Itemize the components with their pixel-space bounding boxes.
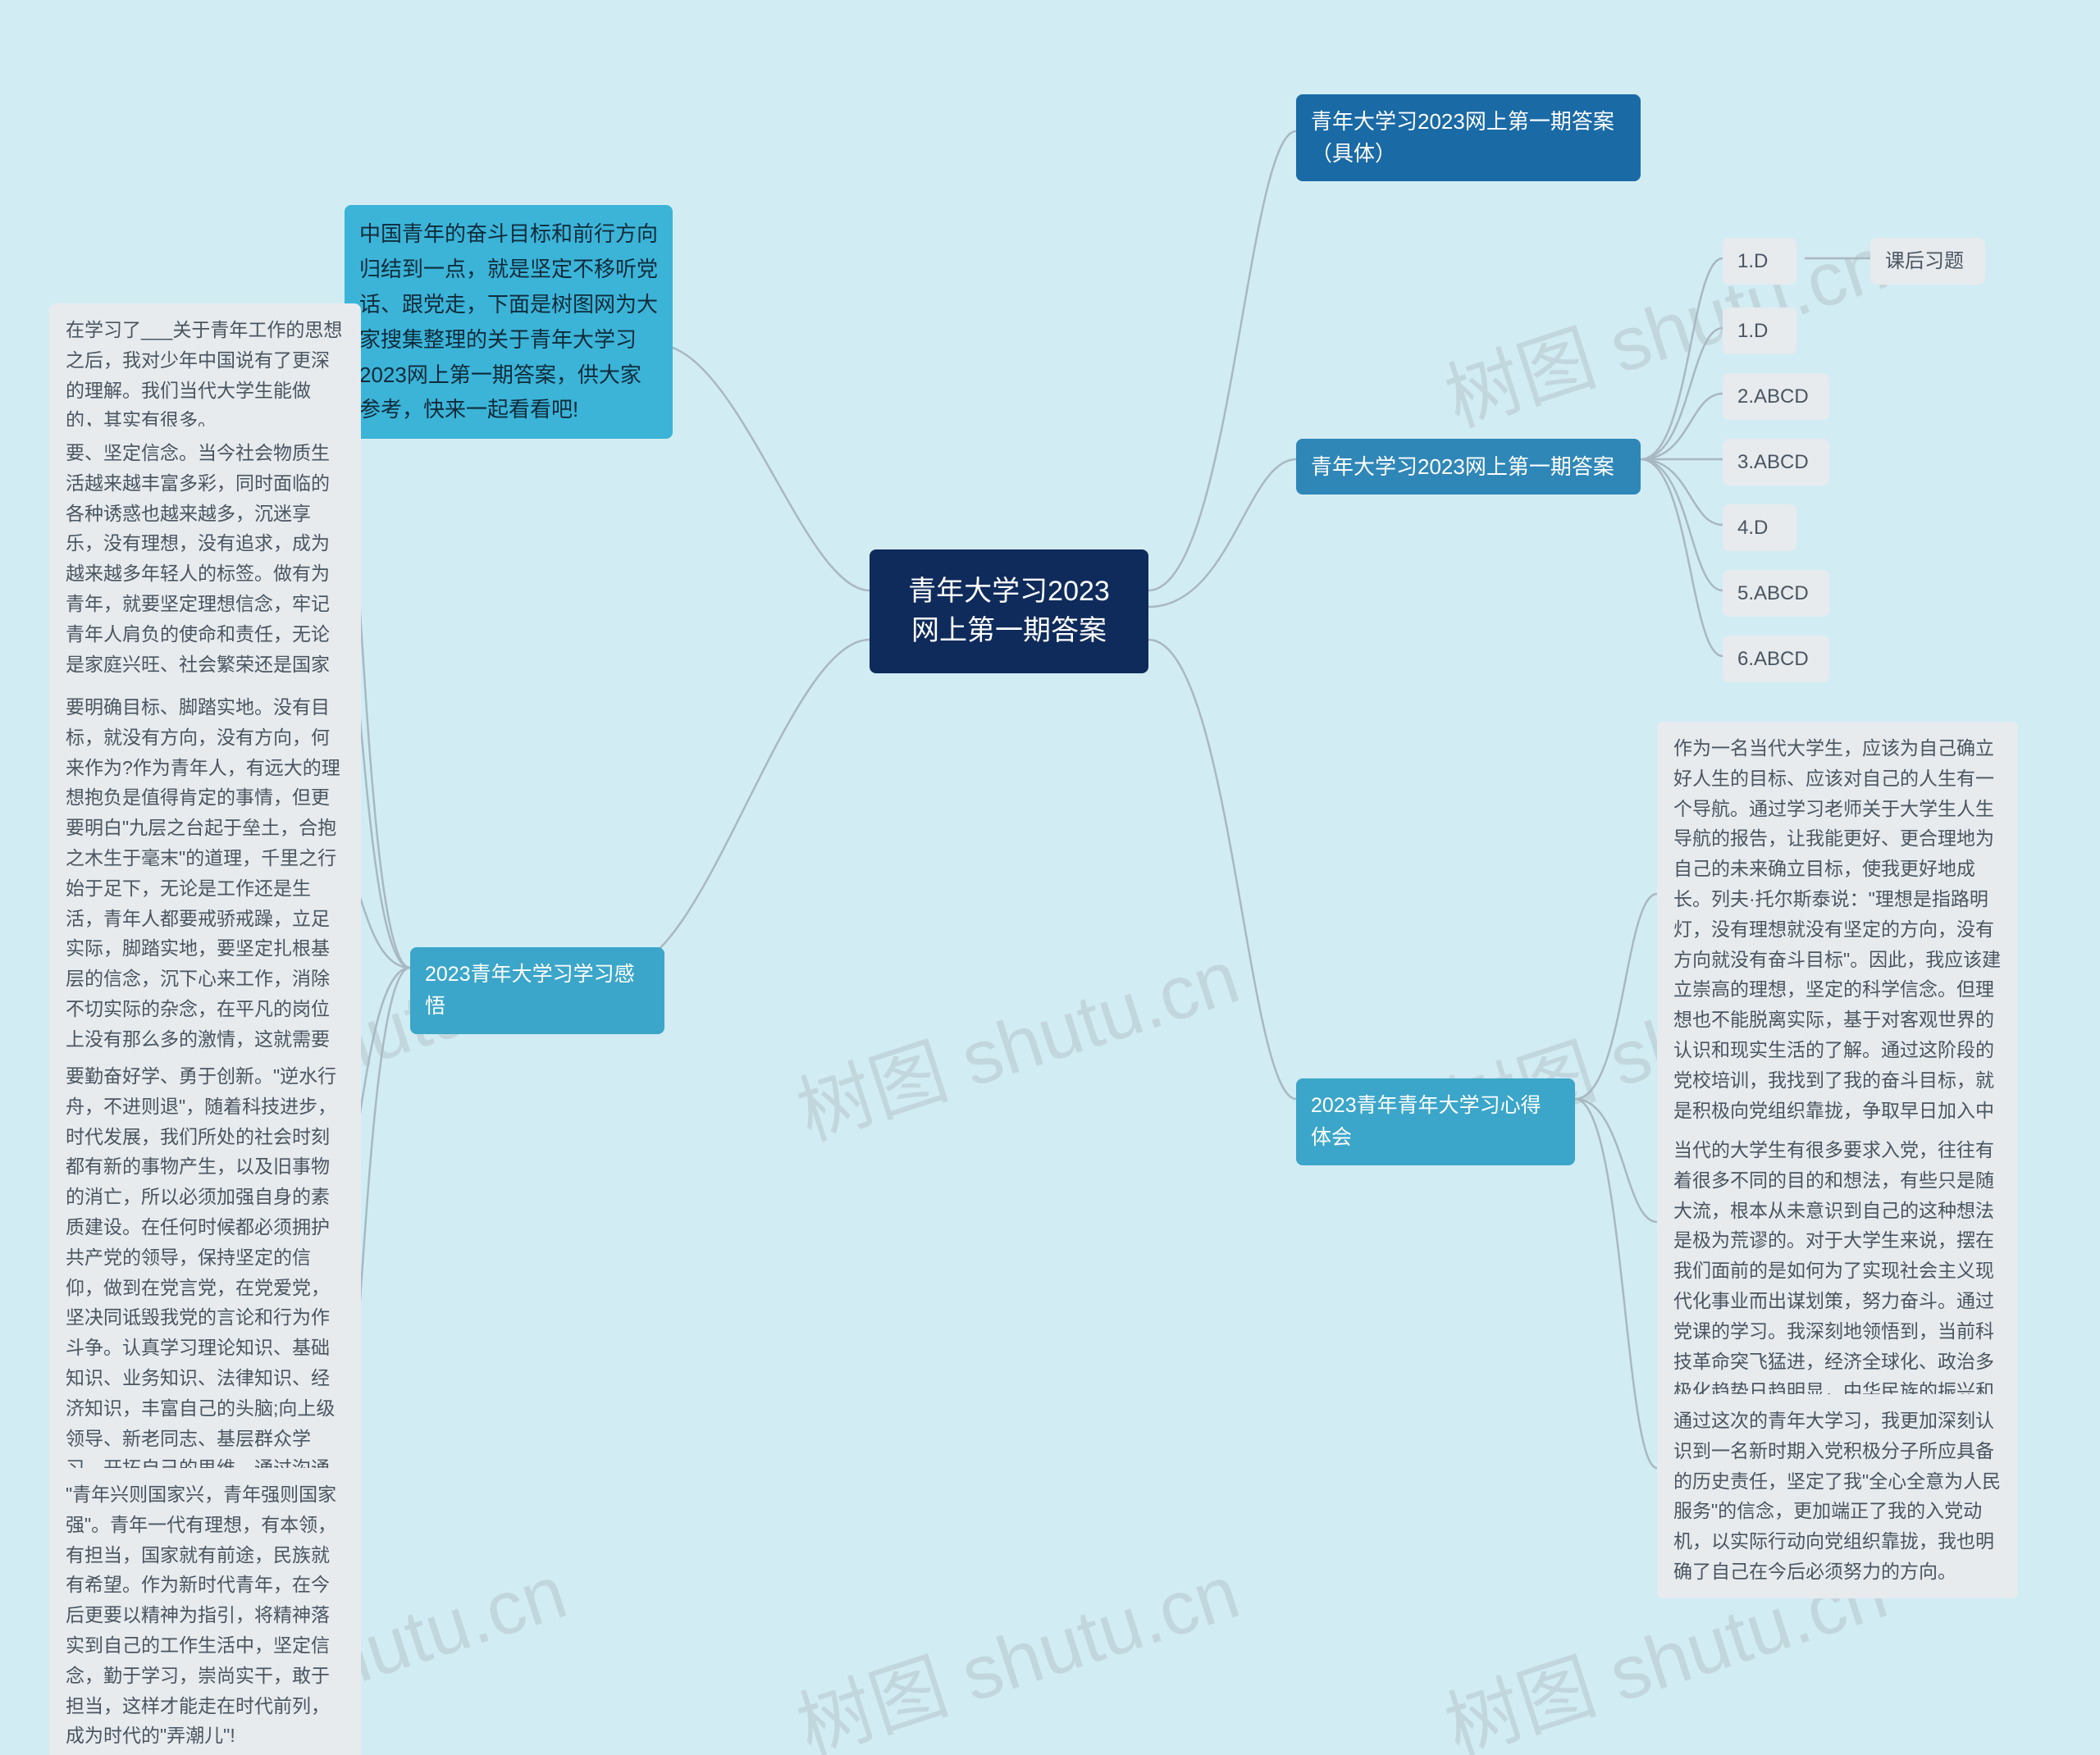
branch-answers[interactable]: 青年大学习2023网上第一期答案 bbox=[1296, 439, 1641, 495]
answer-5[interactable]: 4.D bbox=[1723, 504, 1796, 551]
answer-7[interactable]: 6.ABCD bbox=[1723, 636, 1829, 682]
answer-1[interactable]: 1.D bbox=[1723, 238, 1796, 285]
intro-node[interactable]: 中国青年的奋斗目标和前行方向归结到一点，就是坚定不移听党话、跟党走，下面是树图网… bbox=[345, 205, 673, 439]
answer-3[interactable]: 2.ABCD bbox=[1723, 373, 1829, 420]
branch-xinde[interactable]: 2023青年青年大学习心得体会 bbox=[1296, 1078, 1575, 1165]
ganwu-p1[interactable]: 在学习了___关于青年工作的思想之后，我对少年中国说有了更深的理解。我们当代大学… bbox=[49, 303, 361, 447]
ganwu-p5[interactable]: "青年兴则国家兴，青年强则国家强"。青年一代有理想，有本领，有担当，国家就有前途… bbox=[49, 1468, 361, 1755]
xinde-p3[interactable]: 通过这次的青年大学习，我更加深刻认识到一名新时期入党积极分子所应具备的历史责任，… bbox=[1657, 1394, 2018, 1598]
answer-1-note[interactable]: 课后习题 bbox=[1870, 238, 1985, 285]
answer-2[interactable]: 1.D bbox=[1723, 308, 1796, 354]
watermark: 树图 shutu.cn bbox=[782, 916, 1250, 1161]
branch-answers-specific[interactable]: 青年大学习2023网上第一期答案（具体） bbox=[1296, 94, 1641, 181]
answer-4[interactable]: 3.ABCD bbox=[1723, 439, 1829, 485]
root-node[interactable]: 青年大学习2023网上第一期答案 bbox=[870, 549, 1148, 673]
watermark: 树图 shutu.cn bbox=[782, 1531, 1250, 1755]
branch-ganwu[interactable]: 2023青年大学习学习感悟 bbox=[410, 947, 664, 1034]
answer-6[interactable]: 5.ABCD bbox=[1723, 570, 1829, 617]
